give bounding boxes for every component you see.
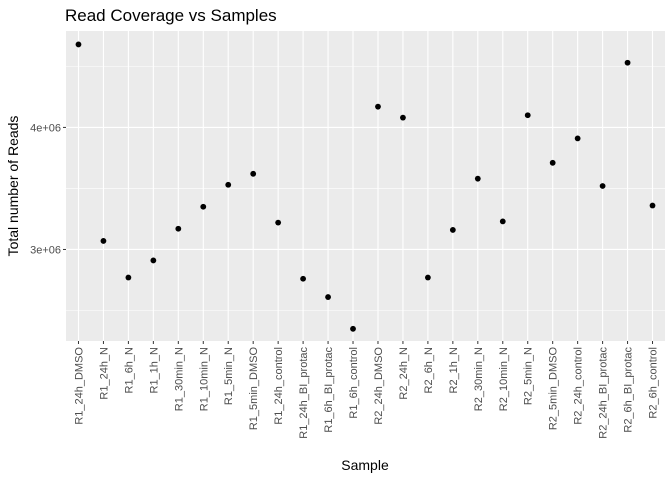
x-axis-title: Sample (341, 457, 389, 473)
data-point (624, 59, 631, 66)
data-point (175, 225, 182, 232)
data-point (549, 159, 556, 166)
data-point (649, 202, 656, 209)
data-point (300, 275, 307, 282)
x-tick-label: R1_24h_DMSO (73, 347, 85, 425)
data-point (100, 238, 107, 244)
x-tick-label: R1_1h_N (148, 347, 160, 394)
data-point (200, 203, 207, 210)
x-tick-label: R1_24h_BI_protac (298, 347, 310, 439)
x-tick-label: R1_6h_BI_protac (323, 347, 335, 433)
data-point (250, 170, 257, 177)
x-tick-label: R2_24h_BI_protac (598, 347, 610, 439)
x-tick-label: R2_5min_DMSO (548, 347, 560, 431)
data-points (75, 41, 656, 332)
y-tick-label: 3e+06 (30, 244, 61, 256)
x-tick-label: R2_6h_BI_protac (623, 347, 635, 433)
data-point (375, 103, 381, 110)
x-tick-label: R2_10min_N (498, 347, 510, 411)
plot-panel (66, 31, 665, 341)
data-point (75, 41, 82, 48)
x-tick-label: R1_10min_N (198, 347, 210, 411)
y-axis-title: Total number of Reads (5, 116, 21, 257)
x-tick-label: R2_5min_N (523, 347, 535, 405)
x-tick-label: R2_1h_N (448, 347, 460, 394)
data-point (424, 274, 431, 281)
y-tick-label: 4e+06 (30, 122, 61, 134)
data-point (125, 274, 132, 281)
x-tick-label: R1_5min_DMSO (248, 347, 260, 431)
data-point (524, 112, 531, 119)
data-point (449, 227, 456, 233)
grid-lines (66, 31, 665, 341)
x-tick-label: R1_24h_N (98, 347, 110, 400)
x-tick-label: R2_6h_control (648, 347, 660, 419)
x-tick-label: R1_30min_N (173, 347, 185, 411)
data-point (350, 325, 356, 332)
data-point (574, 135, 581, 142)
data-point (150, 257, 157, 264)
data-point (400, 114, 406, 121)
x-tick-label: R2_24h_control (573, 347, 585, 425)
data-point (474, 175, 481, 182)
data-point (325, 294, 331, 300)
x-tick-label: R2_30min_N (473, 347, 485, 411)
x-axis: R1_24h_DMSO R1_24h_N R1_6h_N R1_1h_N R1_30mi… (73, 341, 660, 439)
data-point (275, 219, 282, 226)
data-point (225, 181, 232, 188)
x-tick-label: R1_6h_N (123, 347, 135, 394)
data-point (599, 183, 606, 189)
x-tick-label: R2_24h_N (398, 347, 410, 400)
y-axis: 3e+06 4e+06 (30, 122, 66, 256)
x-tick-label: R1_6h_control (348, 347, 360, 419)
x-tick-label: R1_5min_N (223, 347, 235, 405)
x-tick-label: R2_24h_DMSO (373, 347, 385, 425)
chart-title: Read Coverage vs Samples (65, 6, 277, 25)
x-tick-label: R2_6h_N (423, 347, 435, 394)
x-tick-label: R1_24h_control (273, 347, 285, 425)
data-point (499, 218, 506, 225)
